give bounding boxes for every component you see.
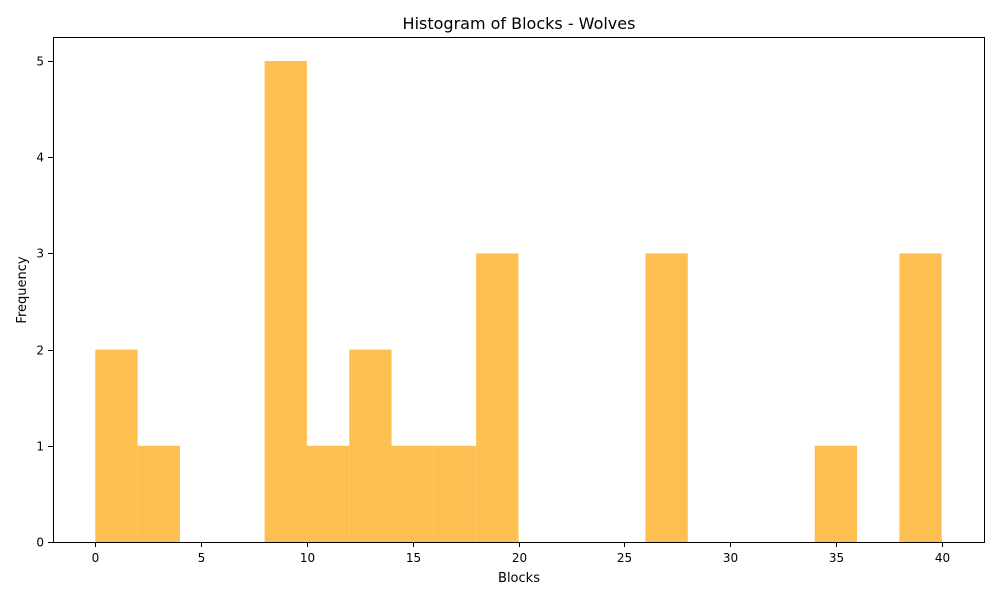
histogram-bar — [814, 445, 858, 542]
x-tick-label: 10 — [300, 551, 315, 565]
histogram-bar — [433, 445, 477, 542]
histogram-bar — [264, 61, 307, 543]
y-tick-label: 0 — [36, 536, 44, 550]
x-tick-label: 15 — [406, 551, 421, 565]
histogram-bar — [95, 349, 138, 542]
histogram-bar — [645, 253, 688, 542]
histogram-bar — [137, 445, 180, 542]
y-tick-label: 1 — [36, 440, 44, 454]
y-tick-label: 4 — [36, 151, 44, 165]
histogram-bar — [306, 445, 350, 542]
y-tick-label: 3 — [36, 247, 44, 261]
histogram-bar — [391, 445, 434, 542]
x-tick-label: 30 — [723, 551, 738, 565]
y-axis-label: Frequency — [15, 256, 30, 323]
histogram-bar — [476, 253, 519, 542]
chart-title: Histogram of Blocks - Wolves — [403, 14, 636, 33]
x-axis-label: Blocks — [498, 571, 540, 586]
y-axis-ticks: 0 1 2 3 4 5 — [36, 55, 53, 550]
y-tick-label: 2 — [36, 344, 44, 358]
histogram-bar — [899, 253, 942, 542]
x-axis-ticks: 0 5 10 15 20 25 30 35 40 — [92, 542, 950, 565]
x-tick-label: 20 — [512, 551, 527, 565]
x-tick-label: 5 — [198, 551, 206, 565]
x-tick-label: 40 — [935, 551, 950, 565]
bars-group — [95, 61, 942, 543]
x-tick-label: 25 — [617, 551, 632, 565]
x-tick-label: 35 — [829, 551, 844, 565]
histogram-bar — [349, 349, 392, 542]
x-tick-label: 0 — [92, 551, 100, 565]
y-tick-label: 5 — [36, 55, 44, 69]
